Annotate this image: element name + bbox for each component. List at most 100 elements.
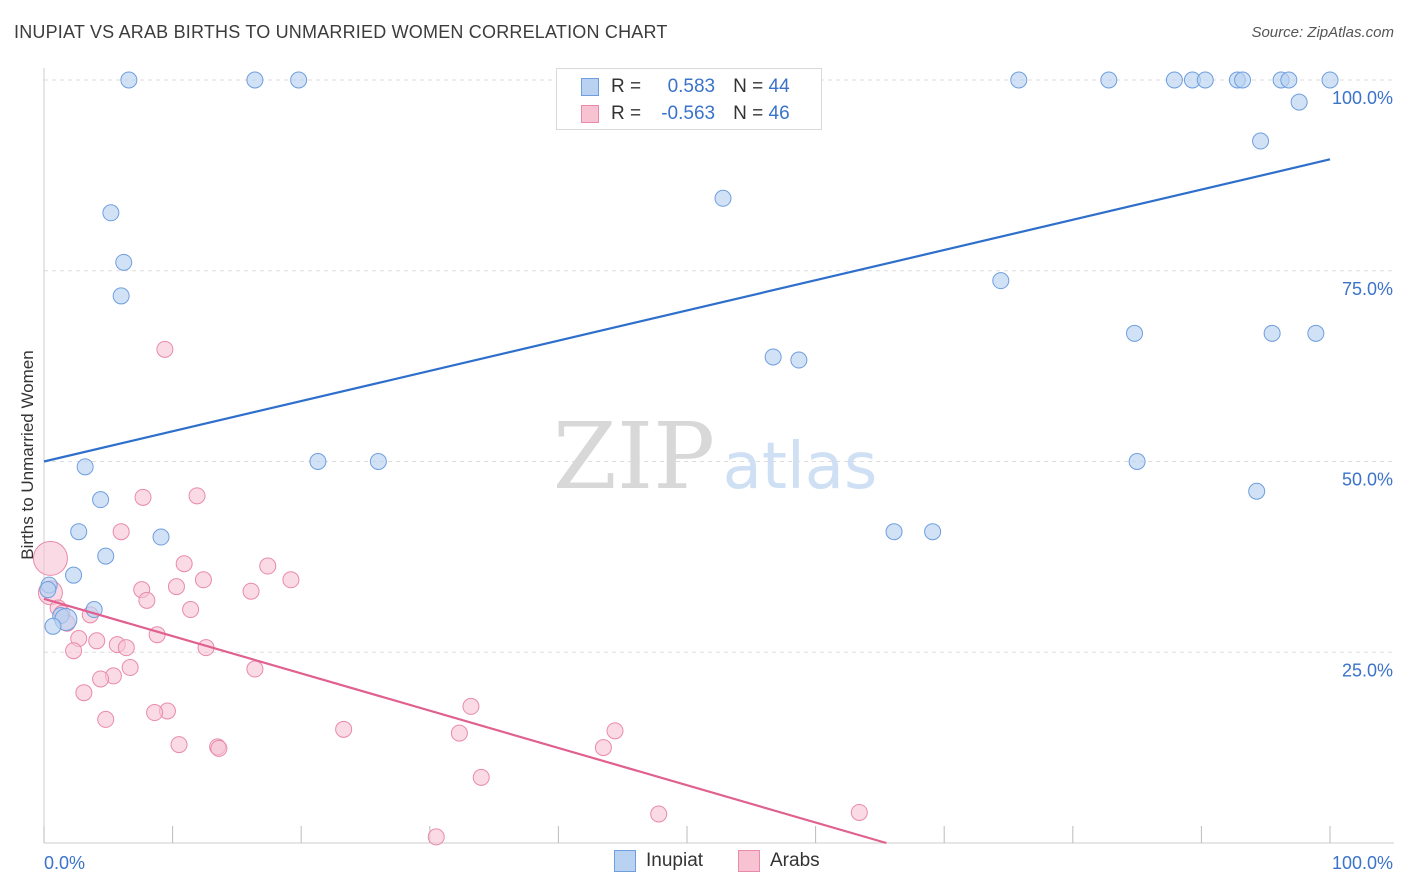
arabs-point <box>134 488 152 506</box>
inupiat-point <box>44 617 62 635</box>
inupiat-point <box>92 491 110 509</box>
inupiat-trend-line <box>43 158 1331 463</box>
x-tick-label-max: 100.0% <box>1332 853 1393 873</box>
inupiat-point <box>76 458 94 476</box>
inupiat-point <box>790 351 808 369</box>
arabs-swatch <box>581 105 599 123</box>
inupiat-legend-label: Inupiat <box>646 850 704 871</box>
inupiat-point <box>1128 453 1146 470</box>
inupiat-point <box>102 204 120 222</box>
legend-item-arabs[interactable]: Arabs <box>738 850 820 872</box>
arabs-point <box>146 704 164 722</box>
inupiat-point <box>1248 482 1266 500</box>
inupiat-point <box>1280 71 1298 89</box>
legend-row-arabs: R = -0.563 N = 46 <box>581 101 790 127</box>
watermark: ZIP atlas <box>553 403 877 510</box>
tick-labels: 25.0% 50.0% 75.0% 100.0% 0.0% 100.0% <box>44 88 1393 873</box>
arabs-r-value: -0.563 <box>661 103 716 124</box>
arabs-point <box>194 571 212 589</box>
inupiat-point <box>1307 324 1325 342</box>
inupiat-point <box>1290 93 1308 111</box>
arabs-legend-swatch <box>738 850 760 872</box>
arabs-point <box>175 555 193 573</box>
axis-layer <box>43 68 1394 844</box>
inupiat-point <box>1100 71 1118 89</box>
inupiat-point <box>39 581 57 599</box>
arabs-point <box>650 805 668 823</box>
inupiat-r-value: 0.583 <box>667 76 716 97</box>
inupiat-point <box>152 528 170 546</box>
inupiat-point <box>1321 71 1339 89</box>
arabs-trend-line <box>43 597 887 845</box>
arabs-point <box>92 670 110 688</box>
inupiat-point <box>992 272 1010 290</box>
inupiat-point <box>1196 71 1214 89</box>
arabs-point <box>156 340 174 358</box>
arabs-point <box>75 684 93 702</box>
inupiat-point <box>115 253 133 271</box>
inupiat-point <box>1165 71 1183 89</box>
inupiat-point <box>97 547 115 565</box>
y-tick-label: 25.0% <box>1342 660 1393 680</box>
inupiat-point <box>714 189 732 207</box>
series-legend: Inupiat Arabs <box>0 850 1406 878</box>
arabs-point <box>117 639 135 657</box>
arabs-point <box>167 578 185 596</box>
inupiat-point <box>1126 324 1144 342</box>
inupiat-points <box>39 71 1339 635</box>
arabs-legend-label: Arabs <box>770 850 820 871</box>
inupiat-point <box>924 523 942 541</box>
n-label: N = <box>733 103 764 124</box>
inupiat-point <box>764 348 782 366</box>
legend-row-inupiat: R = 0.583 N = 44 <box>581 74 790 100</box>
arabs-point <box>450 724 468 742</box>
inupiat-point <box>65 566 83 584</box>
r-label: R = <box>611 76 642 97</box>
arabs-point <box>88 632 106 650</box>
chart-title: INUPIAT VS ARAB BIRTHS TO UNMARRIED WOME… <box>14 22 668 42</box>
arabs-point <box>121 659 139 677</box>
arabs-point <box>246 660 264 678</box>
grid-layer <box>44 79 1394 653</box>
arabs-point <box>606 722 624 740</box>
arabs-point <box>32 540 68 576</box>
inupiat-point <box>120 71 138 89</box>
legend-item-inupiat[interactable]: Inupiat <box>614 850 703 872</box>
correlation-legend: R = 0.583 N = 44 R = -0.563 N = 46 <box>556 68 822 130</box>
y-tick-label: 75.0% <box>1342 279 1393 299</box>
inupiat-n-value: 44 <box>768 76 790 97</box>
inupiat-point <box>1234 71 1252 89</box>
arabs-point <box>335 720 353 738</box>
inupiat-point <box>309 453 327 470</box>
inupiat-legend-swatch <box>614 850 636 872</box>
n-label: N = <box>733 76 764 97</box>
inupiat-point <box>369 453 387 470</box>
inupiat-point <box>1010 71 1028 89</box>
inupiat-point <box>246 71 264 89</box>
arabs-point <box>850 803 868 821</box>
trend-lines <box>43 158 1331 845</box>
arabs-point <box>472 768 490 786</box>
arabs-points <box>32 340 868 846</box>
arabs-point <box>242 582 260 600</box>
arabs-point <box>427 828 445 846</box>
arabs-point <box>182 601 200 619</box>
inupiat-point <box>112 287 130 305</box>
arabs-point <box>594 739 612 757</box>
y-tick-label: 100.0% <box>1332 88 1393 108</box>
r-label: R = <box>611 103 642 124</box>
arabs-point <box>97 710 115 728</box>
arabs-point <box>462 697 480 715</box>
inupiat-point <box>885 523 903 541</box>
inupiat-point <box>1252 132 1270 150</box>
arabs-point <box>112 523 130 541</box>
source-credit: Source: ZipAtlas.com <box>1251 24 1394 41</box>
x-tick-label-min: 0.0% <box>44 853 85 873</box>
arabs-point <box>65 642 83 660</box>
inupiat-point <box>290 71 308 89</box>
y-tick-label: 50.0% <box>1342 470 1393 490</box>
arabs-n-value: 46 <box>768 103 790 124</box>
inupiat-swatch <box>581 78 599 96</box>
watermark-zip: ZIP <box>553 403 715 510</box>
